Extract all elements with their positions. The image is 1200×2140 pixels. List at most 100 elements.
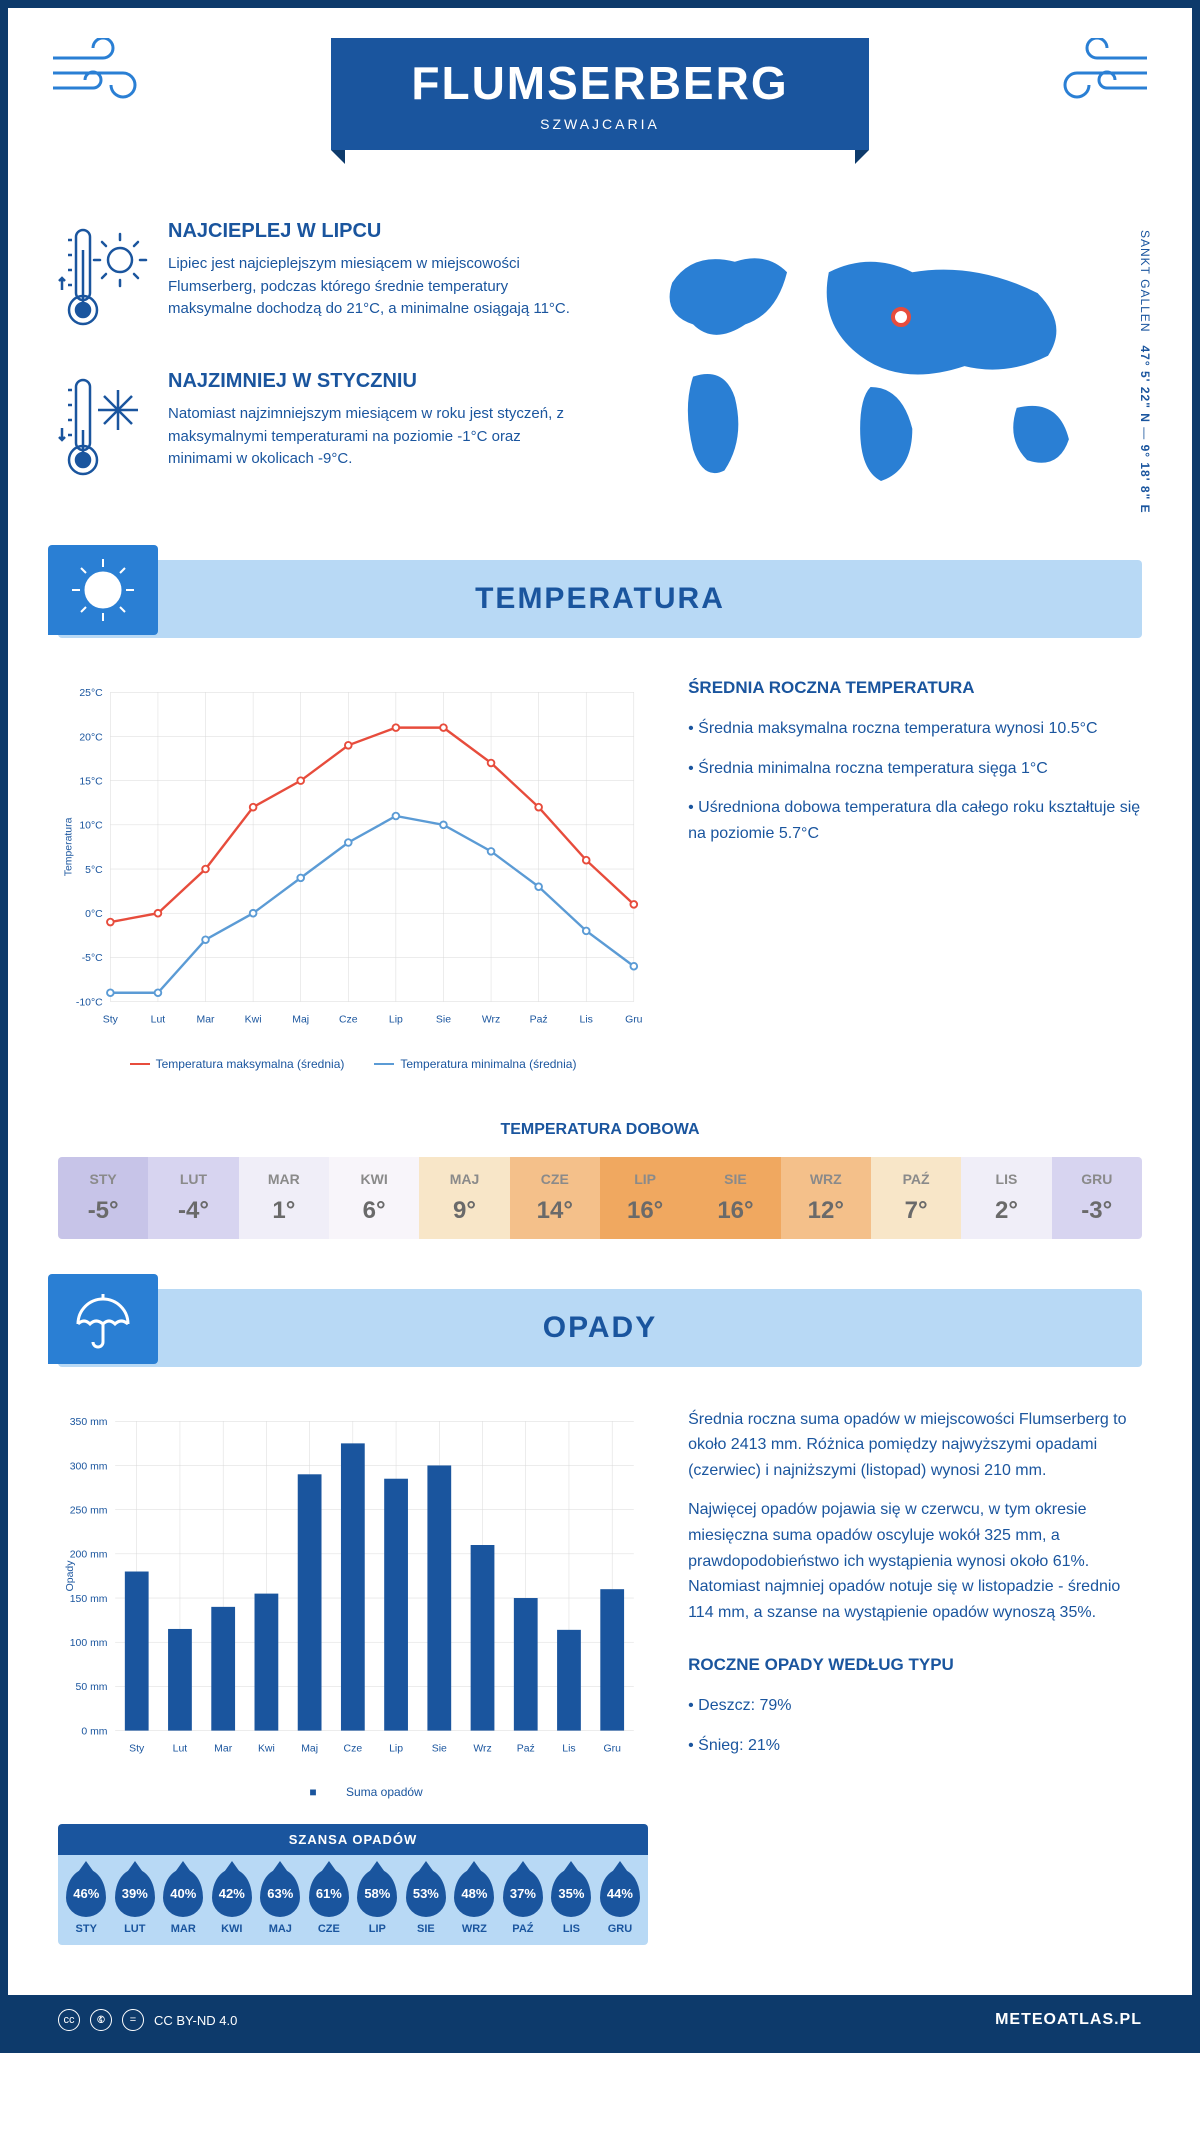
svg-text:5°C: 5°C xyxy=(85,865,103,876)
country-subtitle: SZWAJCARIA xyxy=(411,116,788,132)
temperature-section-header: TEMPERATURA xyxy=(58,560,1142,638)
svg-text:Temperatura: Temperatura xyxy=(63,817,74,876)
svg-text:-10°C: -10°C xyxy=(76,997,103,1008)
location-title: FLUMSERBERG xyxy=(411,56,788,110)
chance-drop: 37%PAŹ xyxy=(499,1869,548,1935)
chance-drop: 58%LIP xyxy=(353,1869,402,1935)
sun-icon xyxy=(48,545,158,635)
coordinates-label: SANKT GALLEN 47° 5' 22" N — 9° 18' 8" E xyxy=(1138,230,1152,514)
temperature-legend: Temperatura maksymalna (średnia) Tempera… xyxy=(58,1057,648,1071)
temperature-title: TEMPERATURA xyxy=(58,582,1142,616)
svg-text:Gru: Gru xyxy=(625,1015,643,1026)
footer: cc 🅮 = CC BY-ND 4.0 METEOATLAS.PL xyxy=(8,1995,1192,2045)
type-bullet: • Śnieg: 21% xyxy=(688,1733,1142,1759)
hot-fact-title: NAJCIEPLEJ W LIPCU xyxy=(168,220,580,243)
daily-cell: MAR1° xyxy=(239,1157,329,1239)
precip-text-2: Najwięcej opadów pojawia się w czerwcu, … xyxy=(688,1497,1142,1625)
title-banner: FLUMSERBERG SZWAJCARIA xyxy=(331,38,868,150)
daily-temp-table: STY-5°LUT-4°MAR1°KWI6°MAJ9°CZE14°LIP16°S… xyxy=(58,1157,1142,1239)
precipitation-title: OPADY xyxy=(58,1311,1142,1345)
daily-cell: CZE14° xyxy=(510,1157,600,1239)
cold-fact-title: NAJZIMNIEJ W STYCZNIU xyxy=(168,370,580,393)
svg-text:Sie: Sie xyxy=(432,1743,447,1754)
cold-fact: NAJZIMNIEJ W STYCZNIU Natomiast najzimni… xyxy=(58,370,580,485)
svg-text:Lut: Lut xyxy=(173,1743,188,1754)
svg-text:Sty: Sty xyxy=(129,1743,145,1754)
umbrella-icon xyxy=(48,1274,158,1364)
svg-text:Maj: Maj xyxy=(301,1743,318,1754)
svg-text:Paź: Paź xyxy=(530,1015,548,1026)
daily-cell: WRZ12° xyxy=(781,1157,871,1239)
wind-icon-right xyxy=(1042,38,1152,113)
svg-text:0°C: 0°C xyxy=(85,909,103,920)
daily-cell: STY-5° xyxy=(58,1157,148,1239)
wind-icon-left xyxy=(48,38,158,113)
svg-text:-5°C: -5°C xyxy=(82,953,103,964)
daily-cell: LIP16° xyxy=(600,1157,690,1239)
daily-cell: KWI6° xyxy=(329,1157,419,1239)
cc-icon: cc xyxy=(58,2009,80,2031)
svg-text:10°C: 10°C xyxy=(79,821,103,832)
svg-text:Mar: Mar xyxy=(197,1015,216,1026)
svg-text:Mar: Mar xyxy=(214,1743,233,1754)
daily-cell: SIE16° xyxy=(690,1157,780,1239)
svg-text:Paź: Paź xyxy=(517,1743,535,1754)
svg-text:Lip: Lip xyxy=(389,1015,403,1026)
precipitation-summary: Średnia roczna suma opadów w miejscowośc… xyxy=(688,1407,1142,1946)
svg-text:Lut: Lut xyxy=(151,1015,166,1026)
svg-text:Lis: Lis xyxy=(562,1743,575,1754)
avg-temp-title: ŚREDNIA ROCZNA TEMPERATURA xyxy=(688,678,1142,698)
world-map: SANKT GALLEN 47° 5' 22" N — 9° 18' 8" E xyxy=(620,220,1142,520)
svg-text:Gru: Gru xyxy=(603,1743,621,1754)
precipitation-section-header: OPADY xyxy=(58,1289,1142,1367)
site-name: METEOATLAS.PL xyxy=(995,2011,1142,2029)
svg-text:50 mm: 50 mm xyxy=(76,1682,108,1693)
chance-drop: 53%SIE xyxy=(402,1869,451,1935)
chance-drop: 40%MAR xyxy=(159,1869,208,1935)
temperature-summary: ŚREDNIA ROCZNA TEMPERATURA • Średnia mak… xyxy=(688,678,1142,1071)
svg-text:Wrz: Wrz xyxy=(482,1015,500,1026)
daily-cell: LUT-4° xyxy=(148,1157,238,1239)
type-bullet: • Deszcz: 79% xyxy=(688,1693,1142,1719)
svg-text:100 mm: 100 mm xyxy=(70,1638,108,1649)
svg-text:300 mm: 300 mm xyxy=(70,1461,108,1472)
chance-drop: 42%KWI xyxy=(208,1869,257,1935)
cold-fact-text: Natomiast najzimniejszym miesiącem w rok… xyxy=(168,403,580,471)
svg-text:Lis: Lis xyxy=(580,1015,593,1026)
precipitation-legend: ■ Suma opadów xyxy=(58,1785,648,1799)
chance-drop: 61%CZE xyxy=(305,1869,354,1935)
intro-section: NAJCIEPLEJ W LIPCU Lipiec jest najcieple… xyxy=(8,200,1192,560)
svg-text:Sty: Sty xyxy=(103,1015,119,1026)
thermometer-cold-icon xyxy=(58,370,148,485)
chance-drop: 44%GRU xyxy=(596,1869,645,1935)
nd-icon: = xyxy=(122,2009,144,2031)
svg-text:200 mm: 200 mm xyxy=(70,1549,108,1560)
hot-fact-text: Lipiec jest najcieplejszym miesiącem w m… xyxy=(168,253,580,321)
chance-title: SZANSA OPADÓW xyxy=(58,1824,648,1855)
daily-temp-title: TEMPERATURA DOBOWA xyxy=(8,1121,1192,1139)
svg-text:Opady: Opady xyxy=(65,1559,76,1591)
svg-text:250 mm: 250 mm xyxy=(70,1505,108,1516)
svg-text:Maj: Maj xyxy=(292,1015,309,1026)
daily-cell: GRU-3° xyxy=(1052,1157,1142,1239)
chance-drop: 63%MAJ xyxy=(256,1869,305,1935)
daily-cell: PAŹ7° xyxy=(871,1157,961,1239)
temp-bullet: • Średnia maksymalna roczna temperatura … xyxy=(688,716,1142,742)
daily-cell: LIS2° xyxy=(961,1157,1051,1239)
svg-text:150 mm: 150 mm xyxy=(70,1593,108,1604)
svg-text:Kwi: Kwi xyxy=(258,1743,275,1754)
hot-fact: NAJCIEPLEJ W LIPCU Lipiec jest najcieple… xyxy=(58,220,580,335)
svg-text:Wrz: Wrz xyxy=(473,1743,491,1754)
chance-drop: 46%STY xyxy=(62,1869,111,1935)
temperature-line-chart: -10°C-5°C0°C5°C10°C15°C20°C25°CStyLutMar… xyxy=(58,678,648,1071)
svg-text:Sie: Sie xyxy=(436,1015,451,1026)
svg-text:Cze: Cze xyxy=(344,1743,363,1754)
svg-text:Lip: Lip xyxy=(389,1743,403,1754)
daily-cell: MAJ9° xyxy=(419,1157,509,1239)
precipitation-bar-chart: 0 mm50 mm100 mm150 mm200 mm250 mm300 mm3… xyxy=(58,1407,648,1800)
temp-bullet: • Uśredniona dobowa temperatura dla całe… xyxy=(688,795,1142,846)
by-icon: 🅮 xyxy=(90,2009,112,2031)
precipitation-chance-box: SZANSA OPADÓW 46%STY39%LUT40%MAR42%KWI63… xyxy=(58,1824,648,1945)
precip-type-title: ROCZNE OPADY WEDŁUG TYPU xyxy=(688,1655,1142,1675)
chance-drop: 35%LIS xyxy=(547,1869,596,1935)
